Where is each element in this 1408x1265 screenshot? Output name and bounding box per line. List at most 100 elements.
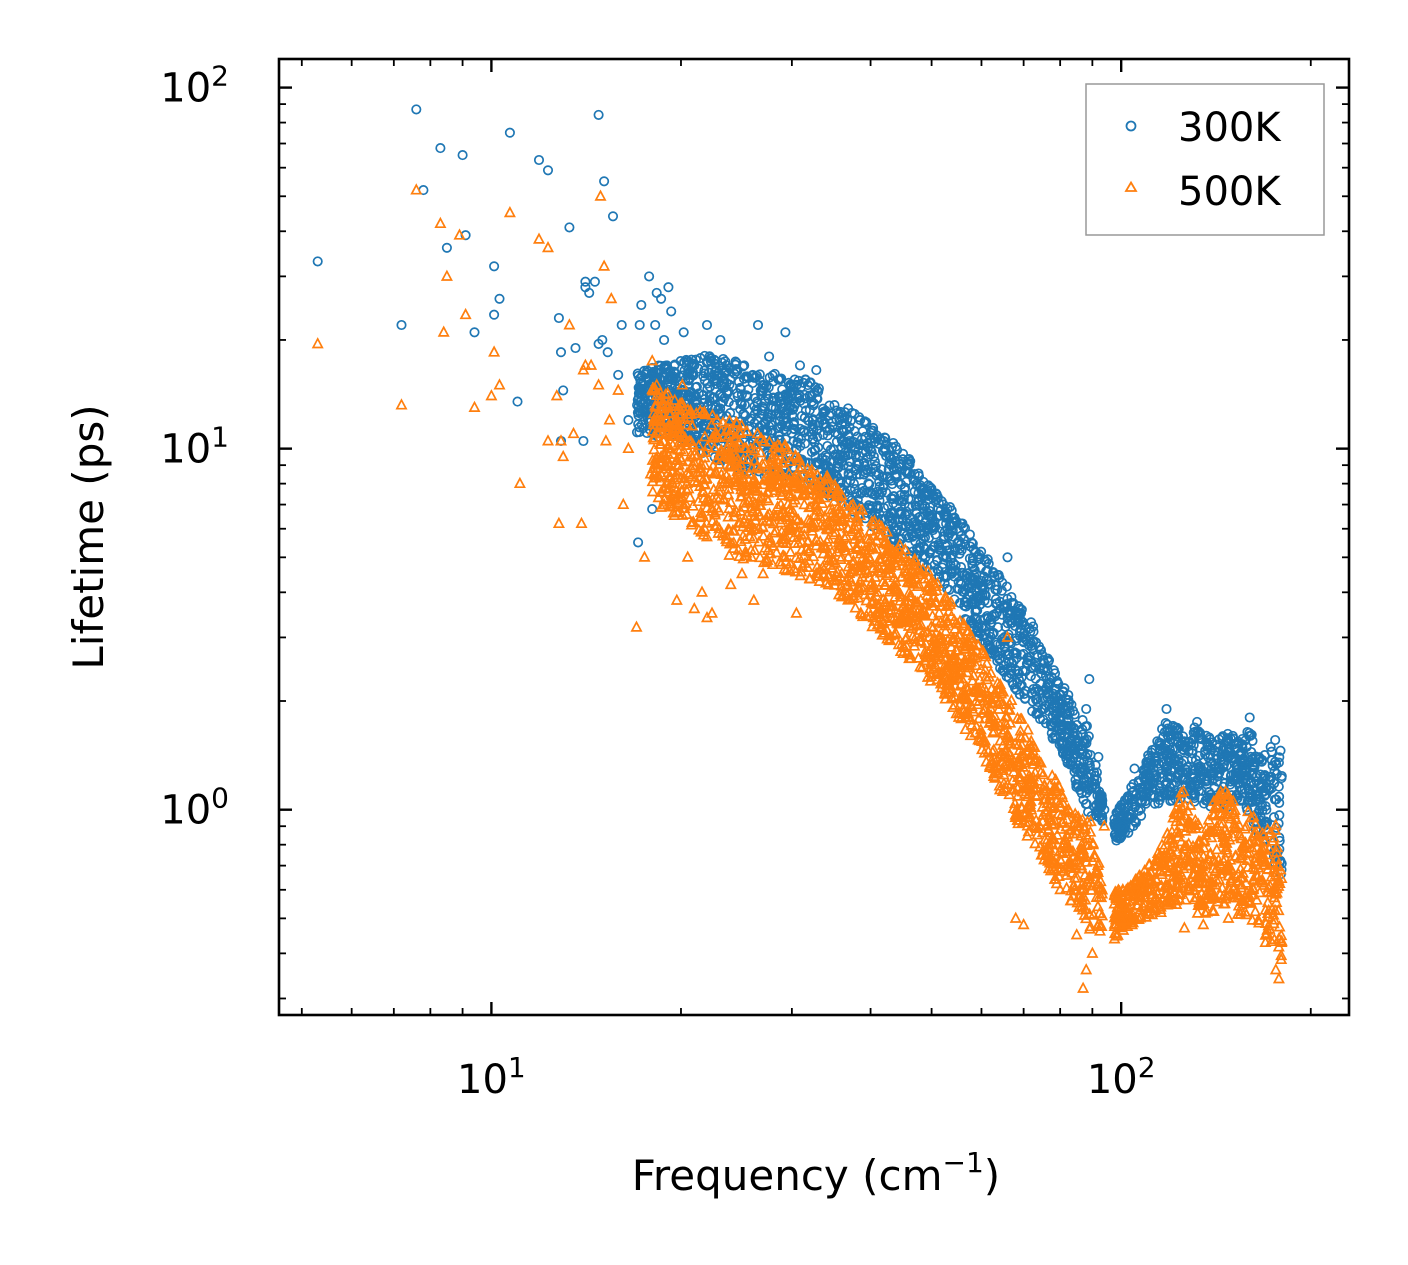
data-point-500k — [939, 660, 953, 673]
data-point-500k — [1235, 831, 1248, 844]
data-point-300k — [903, 454, 914, 465]
data-point-300k — [874, 434, 885, 445]
data-point-300k — [800, 374, 811, 385]
data-point-500k — [841, 578, 854, 590]
data-point-500k — [1240, 876, 1253, 888]
data-point-500k — [987, 743, 1000, 755]
data-point-500k — [862, 556, 875, 568]
data-point-300k — [955, 562, 967, 573]
data-point-500k — [1214, 785, 1227, 797]
data-point-500k — [1184, 858, 1197, 871]
data-point-300k — [533, 154, 545, 166]
data-point-300k — [860, 467, 871, 478]
data-point-500k — [1175, 801, 1188, 813]
data-point-300k — [1247, 788, 1258, 799]
data-point-500k — [748, 453, 761, 466]
data-point-500k — [662, 438, 675, 451]
data-point-500k — [964, 728, 977, 741]
data-point-300k — [1189, 793, 1200, 804]
data-point-500k — [743, 466, 756, 479]
data-point-300k — [843, 469, 854, 480]
data-point-300k — [1020, 685, 1031, 696]
data-point-500k — [752, 522, 765, 534]
data-point-300k — [1062, 728, 1073, 739]
data-point-500k — [727, 536, 740, 548]
data-point-500k — [660, 459, 673, 471]
data-point-500k — [1217, 897, 1230, 909]
data-point-300k — [972, 593, 983, 605]
data-point-300k — [906, 528, 917, 539]
data-point-500k — [1079, 911, 1093, 924]
data-point-500k — [716, 415, 730, 428]
data-point-500k — [1225, 875, 1238, 887]
data-point-500k — [761, 508, 774, 521]
data-point-300k — [633, 537, 644, 548]
data-point-500k — [1179, 893, 1192, 905]
data-point-500k — [1191, 855, 1204, 868]
data-point-500k — [791, 514, 804, 526]
data-point-500k — [987, 769, 1000, 781]
data-point-300k — [888, 522, 899, 534]
data-point-300k — [813, 459, 824, 470]
data-point-300k — [759, 417, 770, 428]
data-point-300k — [1235, 794, 1246, 805]
data-point-500k — [729, 471, 742, 483]
data-point-500k — [1021, 815, 1035, 827]
data-point-300k — [1116, 809, 1127, 820]
data-point-300k — [805, 377, 816, 388]
data-point-500k — [655, 396, 668, 409]
data-point-500k — [1015, 800, 1028, 812]
data-point-500k — [1213, 873, 1226, 885]
data-point-500k — [1054, 822, 1067, 834]
data-point-500k — [919, 636, 932, 648]
data-point-500k — [664, 499, 677, 511]
data-point-500k — [1061, 857, 1074, 870]
data-point-300k — [895, 458, 906, 469]
data-point-300k — [1006, 657, 1017, 668]
data-point-500k — [788, 472, 801, 484]
data-point-500k — [992, 702, 1005, 714]
data-point-500k — [1173, 795, 1186, 807]
data-point-300k — [1155, 744, 1166, 755]
data-point-500k — [792, 451, 805, 463]
data-point-300k — [941, 552, 952, 563]
data-point-300k — [1130, 817, 1141, 828]
data-point-500k — [919, 647, 932, 660]
data-point-500k — [1170, 824, 1184, 836]
data-point-500k — [706, 514, 719, 526]
data-point-300k — [644, 271, 655, 282]
data-point-500k — [930, 613, 943, 626]
data-point-300k — [504, 127, 515, 138]
data-point-500k — [715, 424, 728, 436]
data-point-500k — [1199, 906, 1212, 918]
data-point-500k — [835, 590, 848, 602]
data-point-300k — [962, 568, 973, 579]
data-point-500k — [1046, 768, 1059, 781]
data-point-500k — [773, 439, 786, 451]
data-point-300k — [1192, 716, 1203, 727]
data-point-300k — [1070, 749, 1081, 760]
data-point-300k — [396, 319, 407, 331]
data-point-300k — [1086, 776, 1097, 787]
data-point-500k — [1174, 813, 1187, 826]
data-point-300k — [670, 373, 681, 384]
data-point-300k — [1121, 793, 1132, 805]
data-point-300k — [759, 380, 770, 391]
data-point-300k — [786, 428, 797, 439]
data-point-500k — [778, 562, 791, 574]
data-point-500k — [678, 444, 691, 457]
data-point-500k — [894, 644, 907, 657]
data-point-500k — [1142, 883, 1155, 895]
data-point-500k — [896, 600, 909, 613]
data-point-300k — [829, 400, 840, 411]
data-point-500k — [955, 649, 968, 661]
data-point-300k — [1007, 677, 1018, 688]
data-point-500k — [736, 471, 749, 483]
data-point-500k — [847, 588, 860, 601]
data-point-500k — [814, 509, 827, 522]
data-point-500k — [1015, 738, 1028, 751]
data-point-500k — [821, 523, 834, 535]
data-point-500k — [737, 552, 750, 564]
data-point-300k — [1136, 810, 1147, 821]
data-point-500k — [993, 779, 1006, 791]
